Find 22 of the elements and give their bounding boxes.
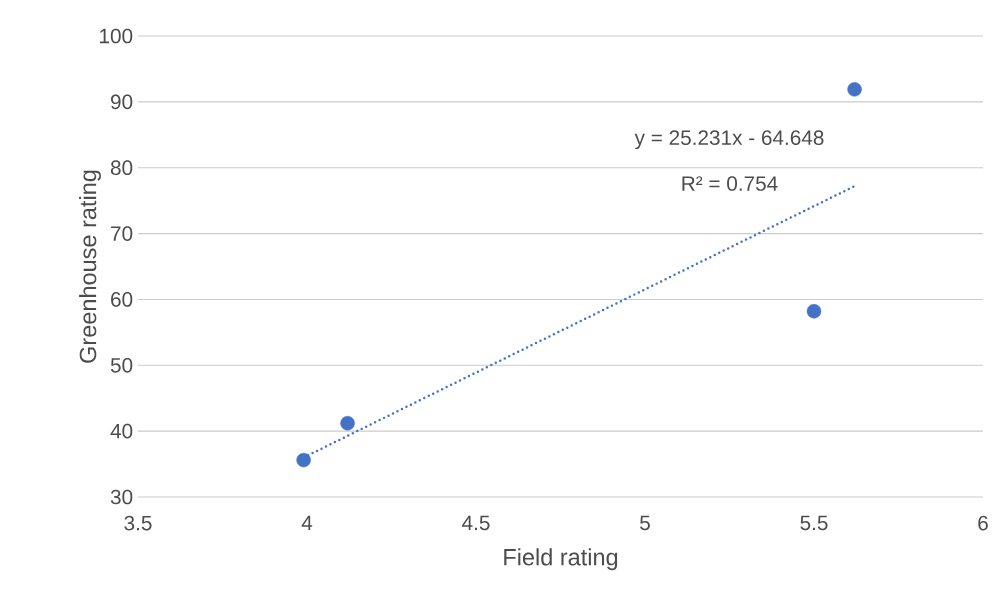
point — [296, 452, 311, 468]
y-axis-title: Greenhouse rating — [79, 170, 101, 363]
x-tick-label: 5 — [640, 515, 650, 531]
y-tick-label: 40 — [110, 423, 133, 439]
point — [340, 416, 355, 431]
y-tick-label: 70 — [111, 226, 133, 241]
annotation: R² = 0.754 — [682, 176, 778, 191]
y-tick-label: 50 — [110, 357, 133, 373]
point — [806, 304, 822, 319]
x-tick-label: 6 — [978, 515, 988, 531]
y-tick-label: 100 — [100, 28, 133, 44]
x-axis-title: Field rating — [504, 548, 618, 571]
x-tick-label: 5.5 — [800, 515, 828, 531]
x-tick-label: 4 — [301, 515, 313, 530]
x-tick-label: 4.5 — [462, 515, 490, 531]
point — [847, 82, 862, 97]
y-tick-label: 60 — [111, 292, 133, 307]
y-tick-label: 90 — [111, 94, 133, 110]
x-tick-label: 3.5 — [124, 515, 152, 531]
annotation: y = 25.231x - 64.648 — [634, 130, 824, 150]
y-tick-label: 80 — [110, 160, 133, 176]
y-tick-label: 30 — [110, 489, 133, 505]
